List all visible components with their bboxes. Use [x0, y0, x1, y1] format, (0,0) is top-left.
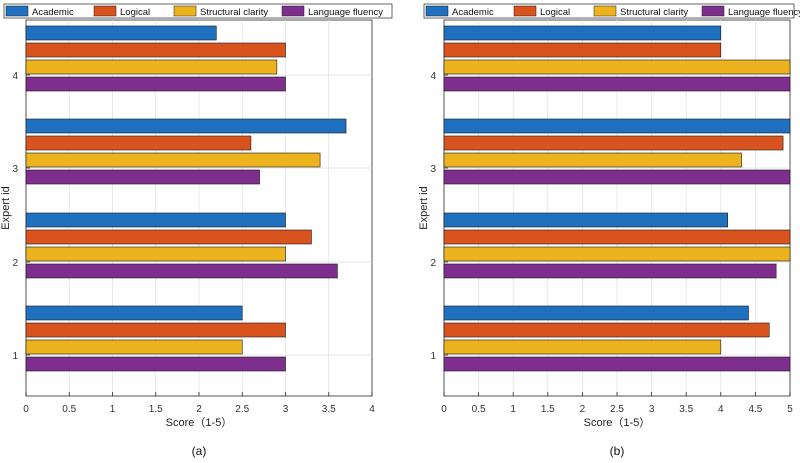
x-tick-label: 0.5 [472, 404, 486, 415]
legend-label: Logical [540, 7, 570, 18]
legend-swatch [93, 5, 117, 17]
x-tick-label: 0.5 [62, 404, 76, 415]
bar [443, 322, 770, 338]
bar [25, 322, 286, 338]
x-tick-label: 3 [649, 404, 655, 415]
x-tick-label: 5 [787, 404, 793, 415]
legend-label: Logical [120, 7, 150, 18]
x-axis-label: Score（1-5） [166, 416, 233, 429]
x-tick-label: 1 [510, 404, 516, 415]
chart-caption: (a) [192, 444, 207, 458]
bar [25, 212, 286, 228]
bar [25, 42, 286, 58]
bar [25, 25, 217, 41]
bar [25, 118, 347, 134]
bar [443, 42, 722, 58]
legend-label: Structural clarity [620, 7, 688, 18]
x-tick-label: 2 [580, 404, 586, 415]
y-tick-label: 4 [12, 71, 18, 82]
x-tick-label: 1 [110, 404, 116, 415]
bar [443, 135, 784, 151]
x-tick-label: 4.5 [748, 404, 762, 415]
y-tick-label: 1 [12, 351, 18, 362]
bar [443, 263, 777, 279]
x-tick-label: 0 [441, 404, 447, 415]
bar [25, 339, 243, 355]
bar [25, 229, 312, 245]
bar [443, 76, 791, 92]
y-tick-label: 2 [12, 258, 18, 269]
x-tick-label: 3.5 [679, 404, 693, 415]
bar [25, 152, 321, 168]
bar [25, 169, 260, 185]
x-tick-label: 2 [196, 404, 202, 415]
legend-swatch [593, 5, 617, 17]
bar [25, 356, 286, 372]
x-tick-label: 4 [369, 404, 375, 415]
bar [443, 25, 722, 41]
x-tick-label: 2.5 [235, 404, 249, 415]
y-tick-label: 3 [12, 164, 18, 175]
bar [443, 339, 722, 355]
y-tick-label: 1 [430, 351, 436, 362]
bar [25, 135, 252, 151]
legend-label: Structural clarity [200, 7, 268, 18]
bar [443, 118, 791, 134]
bar [25, 263, 338, 279]
x-tick-label: 1.5 [541, 404, 555, 415]
legend-label: Language fluency [728, 7, 800, 18]
legend-label: Academic [32, 7, 74, 18]
legend-label: Language fluency [308, 7, 383, 18]
bar [443, 229, 791, 245]
legend-swatch [173, 5, 197, 17]
x-tick-label: 1.5 [149, 404, 163, 415]
bar [443, 169, 791, 185]
x-tick-label: 3.5 [322, 404, 336, 415]
legend-swatch [425, 5, 449, 17]
bar [25, 246, 286, 262]
chart-a: 0 0.5 1 1.5 2 2.5 3 3.5 4 1 2 3 4 Score（1-5） Expert id… [0, 3, 393, 458]
legend-swatch [513, 5, 537, 17]
bar [25, 305, 243, 321]
y-tick-label: 3 [430, 164, 436, 175]
x-tick-label: 0 [23, 404, 29, 415]
legend-swatch [701, 5, 725, 17]
legend-label: Academic [452, 7, 494, 18]
bar [443, 246, 791, 262]
y-axis-label: Expert id [418, 186, 430, 229]
bar [443, 356, 791, 372]
chart-b: 0 0.5 1 1.5 2 2.5 3 3.5 4 4.5 5 1 2 3 4 Score（1-5） Exper… [418, 3, 800, 458]
bar [25, 76, 286, 92]
y-axis-label: Expert id [0, 186, 12, 229]
legend-swatch [281, 5, 305, 17]
bar [443, 305, 749, 321]
bar [443, 59, 791, 75]
chart-caption: (b) [610, 444, 625, 458]
legend-swatch [5, 5, 29, 17]
x-tick-label: 2.5 [610, 404, 624, 415]
x-axis-label: Score（1-5） [584, 416, 651, 429]
y-tick-label: 2 [430, 258, 436, 269]
y-tick-label: 4 [430, 71, 436, 82]
bar [443, 152, 742, 168]
bar [443, 212, 729, 228]
bar [25, 59, 278, 75]
x-tick-label: 4 [718, 404, 724, 415]
x-tick-label: 3 [283, 404, 289, 415]
